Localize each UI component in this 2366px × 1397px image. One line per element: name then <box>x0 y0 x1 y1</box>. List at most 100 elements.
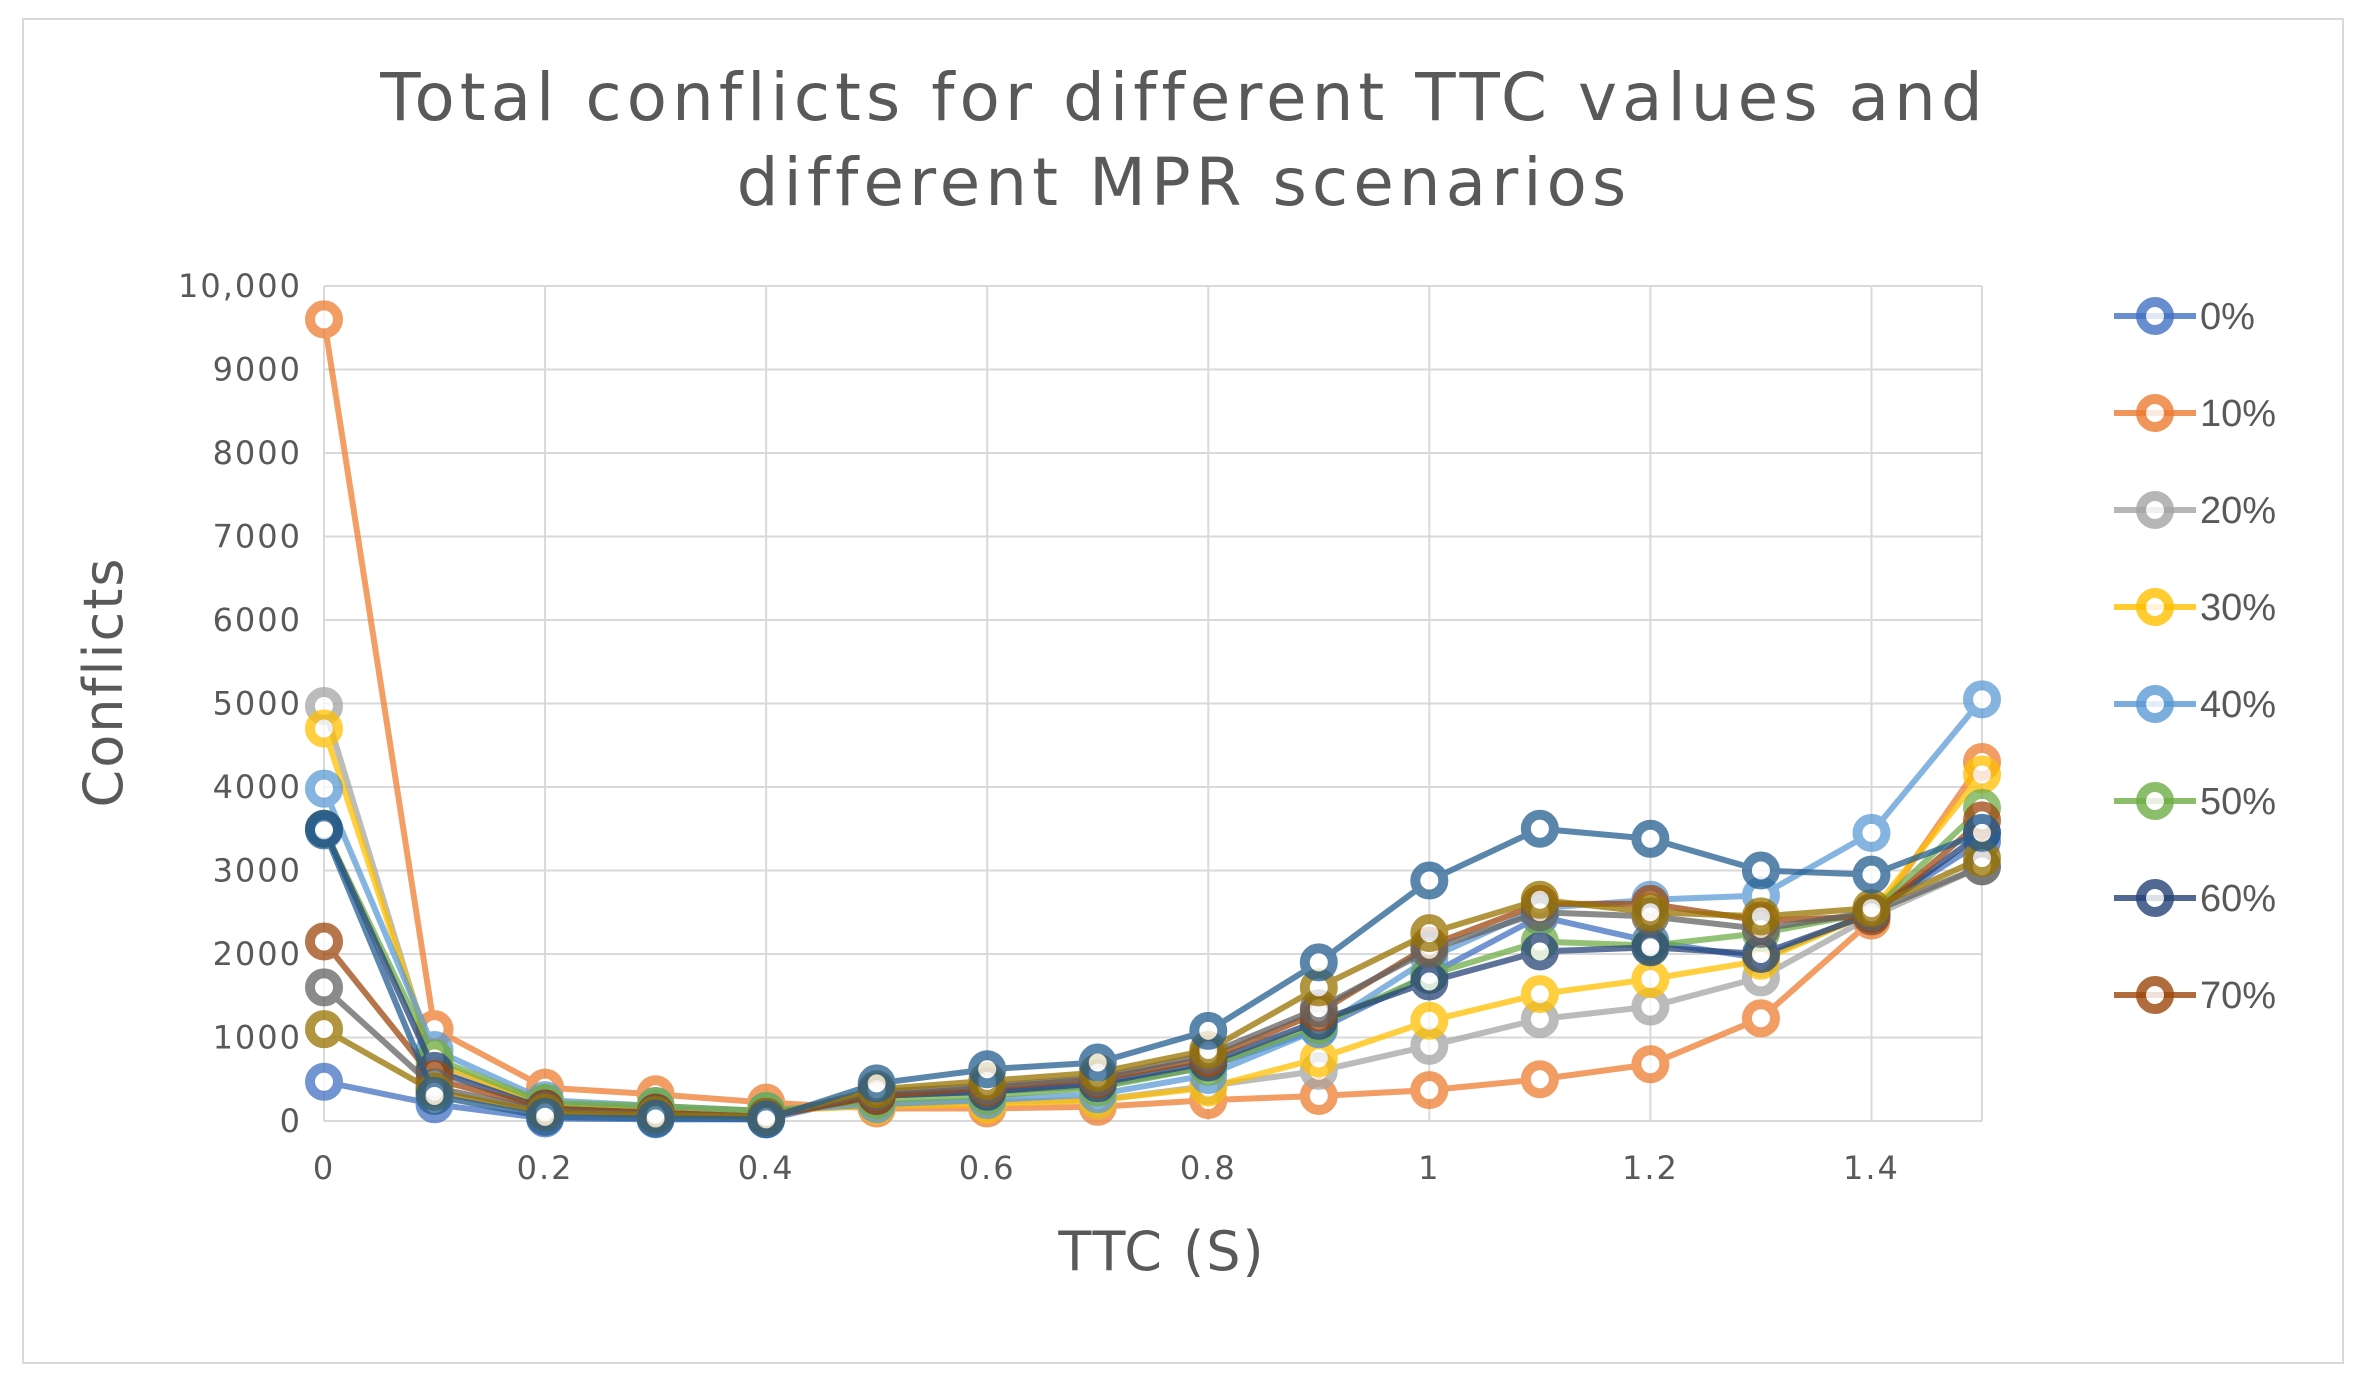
x-tick-label: 0.2 <box>517 1149 574 1187</box>
data-point <box>1963 755 2001 794</box>
y-tick-label: 1000 <box>213 1019 302 1057</box>
legend-label: 50% <box>2200 781 2276 823</box>
data-point <box>1520 975 1559 1014</box>
y-tick-label: 6000 <box>213 601 302 639</box>
data-point <box>1299 943 1338 982</box>
series-line <box>321 825 1984 1123</box>
x-tick-label: 0.6 <box>959 1149 1016 1187</box>
y-tick-label: 8000 <box>213 434 302 472</box>
legend-marker <box>2136 588 2174 626</box>
y-tick-label: 4000 <box>213 768 302 806</box>
series-line <box>321 705 1984 1114</box>
data-point <box>857 1064 896 1103</box>
y-tick-label: 2000 <box>213 935 302 973</box>
data-point <box>305 1010 343 1049</box>
y-tick-label: 7000 <box>213 518 302 556</box>
legend-marker <box>2136 879 2174 917</box>
data-point <box>1963 680 2001 719</box>
axis-ticks: 0 1000 2000 3000 4000 5000 6000 7000 8000 9000 10,… <box>178 267 1900 1187</box>
data-point <box>305 811 343 850</box>
legend-label: 70% <box>2200 975 2276 1017</box>
legend-item: 10% <box>2114 393 2276 435</box>
data-point <box>1631 893 1670 932</box>
data-point <box>1299 1039 1338 1078</box>
legend: 0% 10% 20% 30% 40% 50% 60% 70% <box>2114 296 2276 1017</box>
data-point <box>636 1099 675 1138</box>
legend-label: 0% <box>2200 296 2255 338</box>
data-point <box>1852 813 1891 852</box>
data-point <box>747 1100 786 1139</box>
data-point <box>1631 960 1670 999</box>
legend-label: 20% <box>2200 490 2276 532</box>
chart-title-line-2: different MPR scenarios <box>737 144 1632 221</box>
legend-marker <box>2136 782 2174 820</box>
legend-marker <box>2136 297 2174 335</box>
data-point <box>1631 1045 1670 1084</box>
series-layer <box>305 300 2001 1139</box>
data-point <box>305 1062 343 1101</box>
data-point <box>1963 813 2001 852</box>
data-point <box>305 968 343 1007</box>
data-point <box>1410 1001 1449 1040</box>
data-point <box>1520 1060 1559 1099</box>
line-chart: Total conflicts for different TTC values… <box>72 59 2276 1283</box>
data-point <box>1741 999 1780 1038</box>
legend-item: 0% <box>2114 296 2255 338</box>
data-point <box>1631 928 1670 967</box>
data-point <box>1852 889 1891 928</box>
data-point <box>1520 809 1559 848</box>
y-tick-label: 9000 <box>213 351 302 389</box>
y-tick-label: 5000 <box>213 685 302 723</box>
x-tick-label: 0.8 <box>1180 1149 1237 1187</box>
legend-marker <box>2136 685 2174 723</box>
legend-label: 60% <box>2200 878 2276 920</box>
legend-item: 60% <box>2114 878 2276 920</box>
data-point <box>1410 962 1449 1001</box>
data-point <box>1410 861 1449 900</box>
x-tick-label: 0 <box>313 1149 335 1187</box>
data-point <box>1410 914 1449 953</box>
legend-item: 70% <box>2114 975 2276 1017</box>
x-tick-label: 1.4 <box>1843 1149 1900 1187</box>
data-point <box>526 1097 565 1136</box>
series-line <box>321 727 1985 1114</box>
legend-label: 10% <box>2200 393 2276 435</box>
data-point <box>1631 819 1670 858</box>
data-point <box>1741 851 1780 890</box>
data-point <box>1520 880 1559 919</box>
y-tick-label: 3000 <box>213 852 302 890</box>
data-point <box>305 300 343 339</box>
x-tick-label: 1 <box>1418 1149 1440 1187</box>
legend-item: 30% <box>2114 587 2276 629</box>
data-point <box>1078 1043 1117 1082</box>
data-point <box>1520 932 1559 971</box>
series-line <box>321 827 1984 1120</box>
legend-item: 20% <box>2114 490 2276 532</box>
series-10pct <box>305 300 2001 1128</box>
data-point <box>305 769 343 808</box>
legend-marker <box>2136 976 2174 1014</box>
y-tick-label: 0 <box>280 1102 302 1140</box>
series-line <box>321 318 1985 1112</box>
x-tick-label: 1.2 <box>1622 1149 1679 1187</box>
y-axis-title: Conflicts <box>72 557 135 808</box>
legend-item: 40% <box>2114 684 2276 726</box>
series-unlabeled-10 <box>305 809 2001 1139</box>
legend-label: 40% <box>2200 684 2276 726</box>
chart-title-line-1: Total conflicts for different TTC values… <box>379 59 1988 136</box>
x-axis-title: TTC (S) <box>1057 1220 1265 1283</box>
legend-marker <box>2136 394 2174 432</box>
legend-marker <box>2136 491 2174 529</box>
series-line <box>322 855 1984 1120</box>
data-point <box>305 709 343 748</box>
chart-area: Total conflicts for different TTC values… <box>22 18 2344 1364</box>
data-point <box>1189 1011 1228 1050</box>
x-tick-label: 0.4 <box>738 1149 795 1187</box>
data-point <box>1741 897 1780 936</box>
legend-label: 30% <box>2200 587 2276 629</box>
series-line <box>321 805 1985 1114</box>
data-point <box>1410 1071 1449 1110</box>
y-tick-label: 10,000 <box>178 267 302 305</box>
data-point <box>415 1076 454 1115</box>
data-point <box>1852 855 1891 894</box>
